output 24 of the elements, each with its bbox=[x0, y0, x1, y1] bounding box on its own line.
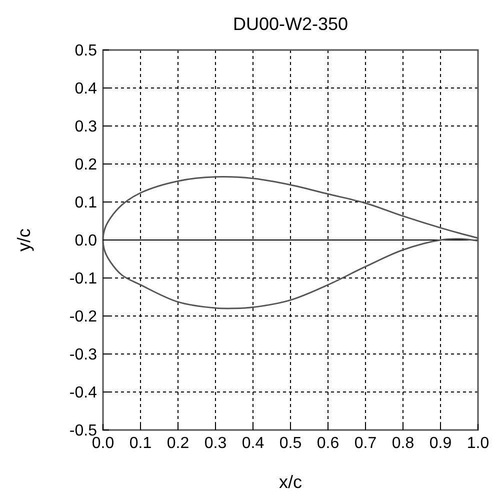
chart-title: DU00-W2-350 bbox=[232, 14, 348, 34]
x-tick-label: 0.8 bbox=[392, 435, 414, 452]
x-tick-label: 0.0 bbox=[92, 435, 114, 452]
y-tick-label: 0.5 bbox=[74, 42, 98, 60]
x-tick-label: 0.6 bbox=[316, 435, 340, 452]
x-tick-label: 0.1 bbox=[129, 435, 152, 452]
y-tick-label: 0.2 bbox=[74, 156, 98, 174]
x-tick-label: 1.0 bbox=[466, 435, 490, 452]
x-tick-label: 0.3 bbox=[204, 435, 227, 452]
y-tick-label: -0.1 bbox=[69, 270, 98, 288]
y-tick-label: 0.4 bbox=[74, 80, 98, 98]
y-tick-label: 0.3 bbox=[74, 118, 98, 136]
x-axis-title: x/c bbox=[278, 472, 302, 492]
x-tick-label: 0.5 bbox=[279, 435, 302, 452]
y-tick-label: -0.4 bbox=[69, 384, 98, 402]
y-tick-label: -0.2 bbox=[69, 308, 98, 326]
y-tick-label: -0.3 bbox=[69, 346, 98, 364]
x-tick-label: 0.4 bbox=[242, 435, 264, 452]
y-tick-label: 0.0 bbox=[74, 232, 98, 250]
y-axis-title: y/c bbox=[14, 228, 34, 252]
x-tick-label: 0.9 bbox=[429, 435, 452, 452]
x-tick-label: 0.2 bbox=[166, 435, 190, 452]
x-tick-label: 0.7 bbox=[354, 435, 377, 452]
y-tick-label: 0.1 bbox=[74, 194, 98, 212]
